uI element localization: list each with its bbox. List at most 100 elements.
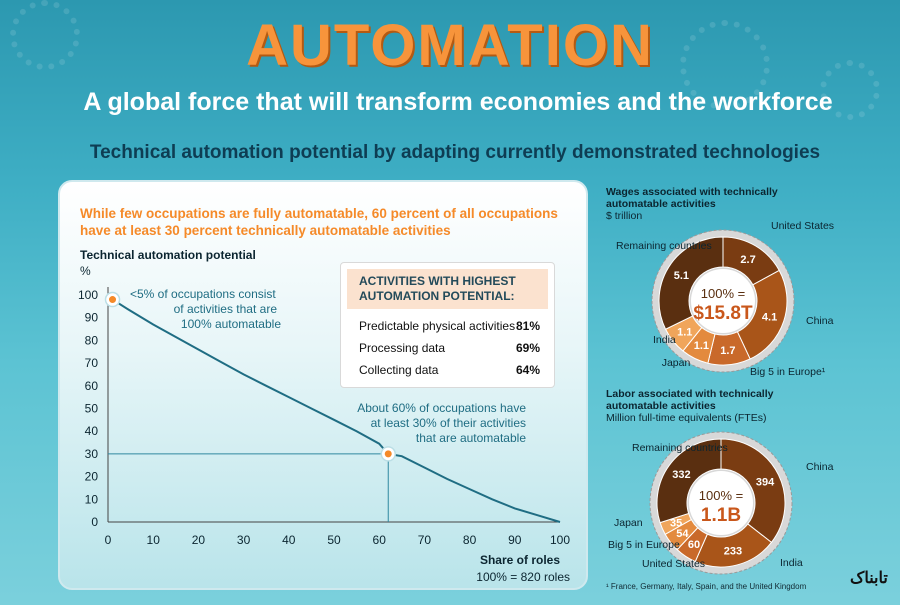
slice-value-label: 332 <box>672 469 690 481</box>
activities-box: ACTIVITIES WITH HIGHEST AUTOMATION POTEN… <box>340 262 555 388</box>
annotation-line: that are automatable <box>416 431 526 445</box>
category-label: Big 5 in Europe¹ <box>750 366 826 378</box>
annotation-line: 100% automatable <box>181 317 281 331</box>
category-label: China <box>806 315 834 327</box>
section-title: Technical automation potential by adapti… <box>89 142 821 163</box>
y-tick-label: 30 <box>85 447 99 461</box>
x-tick-label: 100 <box>550 533 570 547</box>
slice-value-label: 35 <box>670 518 682 530</box>
chart-title: Technical automation potential <box>80 248 256 262</box>
slice-value-label: 1.1 <box>694 340 709 352</box>
labor-title-line: Labor associated with technically <box>606 388 774 400</box>
annotation-line: at least 30% of their activities <box>371 416 526 430</box>
donut-slice <box>720 438 786 544</box>
donut-center <box>689 471 753 535</box>
category-label: Remaining countries <box>616 240 712 252</box>
highlight-point <box>109 296 117 304</box>
category-label: Japan <box>614 517 643 529</box>
x-tick-label: 70 <box>418 533 432 547</box>
main-title: AUTOMATION <box>246 13 654 78</box>
slice-value-label: 54 <box>676 528 689 540</box>
slice-value-label: 4.1 <box>762 311 777 323</box>
gear-decoration-icon <box>680 20 770 110</box>
wages-donut-chart: 2.7 4.1 1.7 1.11.1 5.1 100% = $15.8T United Sta… <box>616 220 834 378</box>
donut-total-label: 1.1B <box>701 505 741 526</box>
donut-slice <box>656 438 722 524</box>
x-tick-label: 30 <box>237 533 251 547</box>
x-tick-label: 60 <box>373 533 387 547</box>
highlight-point <box>384 450 392 458</box>
donut-center-line: 100% = <box>701 286 745 301</box>
activity-row: Processing data 69% <box>341 337 554 359</box>
y-tick-label: 50 <box>85 402 99 416</box>
annotation-line: <5% of occupations consist <box>130 287 276 301</box>
y-tick-label: 20 <box>85 470 99 484</box>
y-tick-label: 90 <box>85 311 99 325</box>
y-tick-label: 0 <box>91 515 98 529</box>
x-axis-note: 100% = 820 roles <box>476 570 570 584</box>
x-tick-label: 50 <box>327 533 341 547</box>
slice-value-label: 233 <box>724 546 742 558</box>
labor-title-line: automatable activities <box>606 400 716 412</box>
activity-row: Collecting data 64% <box>341 359 554 381</box>
x-tick-label: 10 <box>147 533 161 547</box>
y-axis-label: % <box>80 264 91 278</box>
labor-unit: Million full-time equivalents (FTEs) <box>606 412 767 424</box>
wages-title: Wages associated with technically automa… <box>606 186 778 222</box>
y-tick-label: 40 <box>85 424 99 438</box>
slice-value-label: 1.1 <box>677 327 692 339</box>
activities-header: ACTIVITIES WITH HIGHEST AUTOMATION POTEN… <box>347 269 548 309</box>
y-tick-label: 10 <box>85 492 99 506</box>
panel-headline: While few occupations are fully automata… <box>80 205 580 239</box>
activity-value: 69% <box>515 341 540 355</box>
labor-title: Labor associated with technically automa… <box>606 388 773 424</box>
panel-headline-line: have at least 30 percent technically aut… <box>80 223 451 238</box>
donut-center-line: 100% = <box>699 488 743 503</box>
activity-row: Predictable physical activities 81% <box>341 315 554 337</box>
slice-value-label: 394 <box>756 477 775 489</box>
gear-decoration-icon <box>820 60 880 120</box>
automation-curve-line <box>107 294 561 523</box>
gear-decoration-icon <box>10 0 80 70</box>
x-tick-label: 0 <box>105 533 112 547</box>
donut-slice <box>658 236 724 330</box>
category-label: Remaining countries <box>632 442 728 454</box>
activity-label: Processing data <box>359 341 446 355</box>
footnote: ¹ France, Germany, Italy, Spain, and the… <box>606 582 807 591</box>
annotation-line: About 60% of occupations have <box>357 401 526 415</box>
slice-value-label: 60 <box>688 539 700 551</box>
subtitle: A global force that will transform econo… <box>83 88 833 116</box>
x-tick-label: 20 <box>192 533 206 547</box>
activity-label: Collecting data <box>359 363 439 377</box>
wages-title-line: automatable activities <box>606 198 716 210</box>
activities-header-line: AUTOMATION POTENTIAL: <box>359 289 515 303</box>
annotation-line: of activities that are <box>174 302 278 316</box>
category-label: United States <box>642 558 705 570</box>
x-tick-label: 90 <box>508 533 522 547</box>
wages-unit: $ trillion <box>606 210 643 222</box>
y-tick-label: 60 <box>85 379 99 393</box>
x-tick-label: 80 <box>463 533 477 547</box>
watermark-logo: تابناک <box>850 570 888 587</box>
x-axis-label: Share of roles <box>480 553 560 567</box>
category-label: India <box>653 334 676 346</box>
slice-value-label: 5.1 <box>674 270 689 282</box>
slice-value-label: 1.7 <box>720 345 735 357</box>
category-label: Big 5 in Europe <box>608 539 680 551</box>
activity-label: Predictable physical activities <box>359 319 516 333</box>
y-tick-label: 80 <box>85 333 99 347</box>
category-label: China <box>806 461 834 473</box>
donut-center <box>691 269 755 333</box>
y-tick-label: 70 <box>85 356 99 370</box>
category-label: Japan <box>662 357 691 369</box>
activity-value: 81% <box>515 319 540 333</box>
category-label: India <box>780 557 803 569</box>
y-tick-label: 100 <box>78 288 98 302</box>
panel-headline-line: While few occupations are fully automata… <box>80 206 558 221</box>
activities-header-line: ACTIVITIES WITH HIGHEST <box>359 274 516 288</box>
x-tick-label: 40 <box>282 533 296 547</box>
activity-value: 64% <box>515 363 540 377</box>
category-label: United States <box>771 220 834 232</box>
automation-potential-chart: Technical automation potential% 0 10 20 30 40… <box>78 248 570 584</box>
